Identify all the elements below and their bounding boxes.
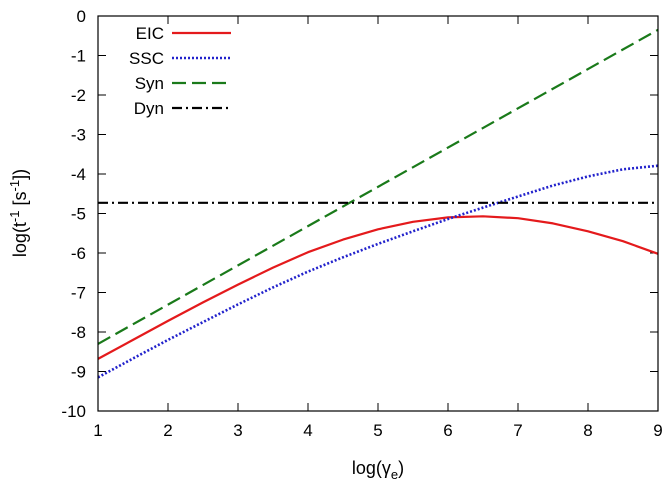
x-axis-title-base: log(γ <box>352 458 391 478</box>
series-line-eic <box>97 215 659 360</box>
legend: EIC SSC Syn Dyn <box>129 24 231 118</box>
y-tick-label: -5 <box>71 205 86 224</box>
x-axis-title-close: ) <box>398 458 404 478</box>
x-tick-label: 7 <box>513 421 522 440</box>
series-layer <box>97 28 659 379</box>
y-axis-title-p3: ]) <box>10 169 30 180</box>
y-axis-title: log(t-1 [s-1]) <box>7 169 30 257</box>
y-axis-title-p2: [s <box>10 191 30 210</box>
y-tick-label: -4 <box>71 165 86 184</box>
y-tick-label: -10 <box>61 402 86 421</box>
series-line-ssc <box>97 164 659 379</box>
x-tick-label: 2 <box>163 421 172 440</box>
legend-label-syn: Syn <box>135 74 164 93</box>
y-axis-title-sup2: -1 <box>7 180 22 192</box>
x-axis-title-sub: e <box>391 467 398 482</box>
legend-label-dyn: Dyn <box>134 99 164 118</box>
x-tick-label: 1 <box>93 421 102 440</box>
x-tick-label: 4 <box>303 421 312 440</box>
legend-label-eic: EIC <box>136 24 164 43</box>
y-tick-label: -6 <box>71 244 86 263</box>
y-tick-label: -3 <box>71 126 86 145</box>
x-tick-label: 8 <box>583 421 592 440</box>
x-tick-label: 5 <box>373 421 382 440</box>
y-tick-label: -8 <box>71 323 86 342</box>
legend-label-ssc: SSC <box>129 49 164 68</box>
y-tick-label: -1 <box>71 47 86 66</box>
y-tick-label: 0 <box>77 7 86 26</box>
y-tick-label: -2 <box>71 86 86 105</box>
series-line-syn <box>97 28 659 345</box>
y-tick-label: -7 <box>71 284 86 303</box>
y-tick-label: -9 <box>71 363 86 382</box>
x-tick-label: 9 <box>653 421 662 440</box>
y-axis-title-sup1: -1 <box>7 211 22 223</box>
plot-frame <box>97 15 659 412</box>
x-tick-label: 3 <box>233 421 242 440</box>
x-axis-title: log(γe) <box>352 458 404 482</box>
x-tick-label: 6 <box>443 421 452 440</box>
tick-labels: 1 2 3 4 5 6 7 8 9-10-9-8-7-6-5-4-3-2-10 <box>61 7 662 440</box>
y-axis-title-p1: log(t <box>10 222 30 257</box>
axis-ticks <box>97 15 659 412</box>
